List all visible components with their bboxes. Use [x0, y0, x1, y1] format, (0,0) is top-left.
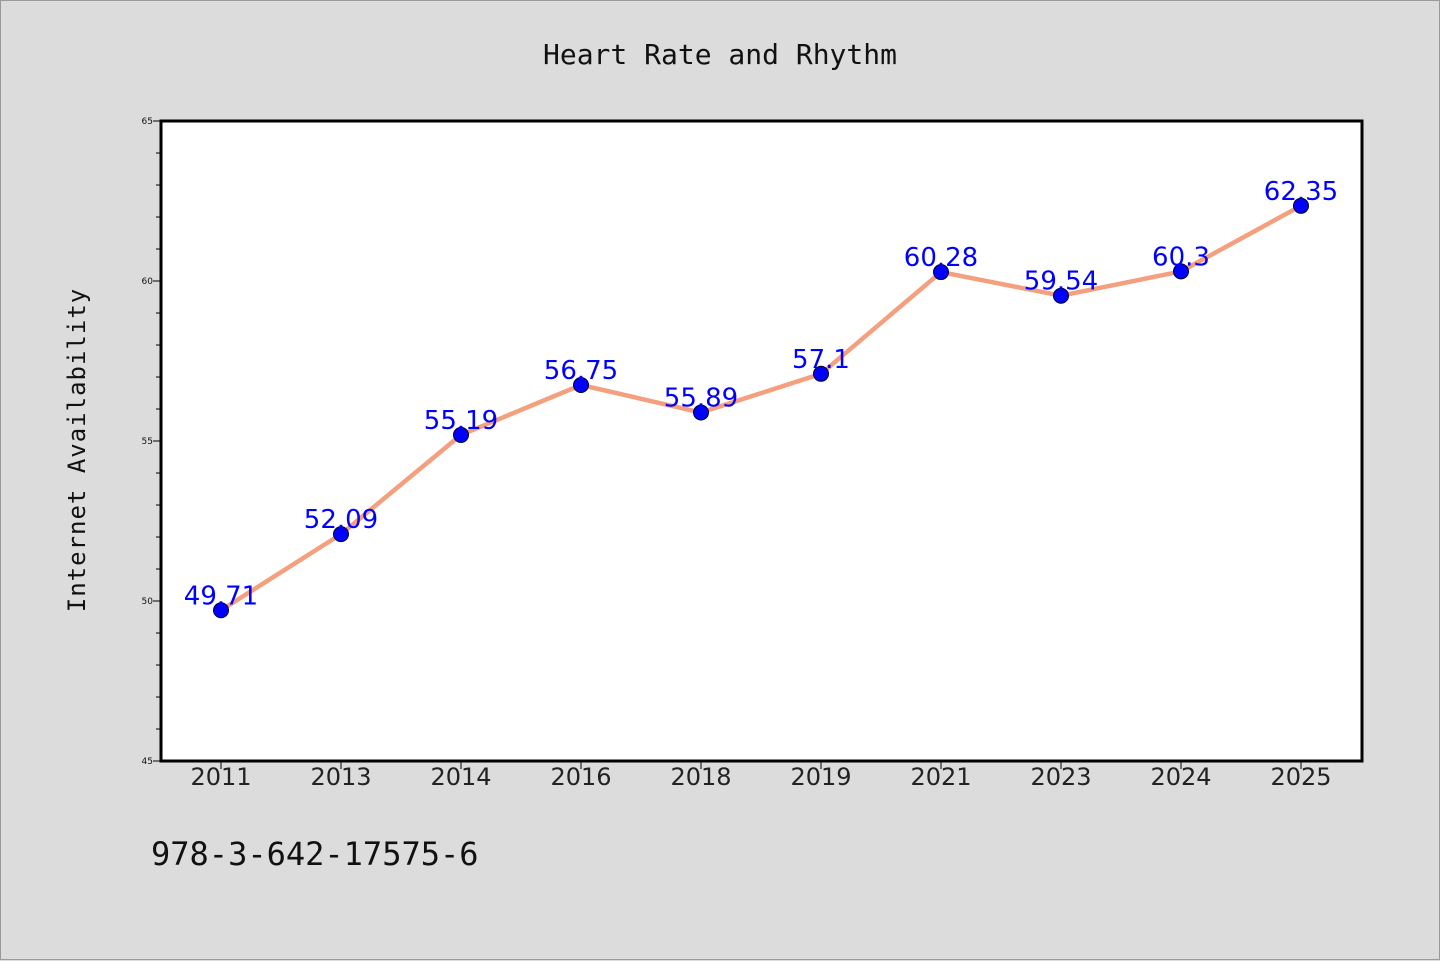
data-point-label: 55.89 — [664, 384, 738, 414]
plot-area — [159, 119, 1364, 763]
chart-title: Heart Rate and Rhythm — [543, 38, 897, 71]
x-axis-ticks: 2011 2013 2014 2016 2018 2019 2021 2023 2024 2025 — [190, 761, 1332, 791]
x-tick-label: 2021 — [910, 763, 971, 791]
x-tick-label: 2016 — [550, 763, 611, 791]
y-axis-label: Internet Availability — [63, 288, 91, 612]
series-line — [218, 203, 1304, 613]
x-tick-label: 2019 — [790, 763, 851, 791]
data-point-marker — [1173, 263, 1189, 280]
series-line-group — [218, 203, 1304, 613]
data-point-marker — [213, 602, 229, 619]
data-point-label: 52.09 — [304, 505, 378, 535]
data-point-marker — [1053, 287, 1069, 304]
data-point-marker — [933, 264, 949, 281]
x-tick-label: 2014 — [430, 763, 491, 791]
y-tick-label: 45 — [142, 757, 153, 767]
data-point-marker — [693, 404, 709, 421]
y-axis-ticks: 45 50 55 60 65 — [142, 117, 161, 767]
data-point-label: 59.54 — [1024, 267, 1098, 297]
data-point-marker — [333, 526, 349, 543]
x-tick-label: 2011 — [190, 763, 251, 791]
y-tick-label: 50 — [142, 597, 154, 607]
y-tick-label: 65 — [142, 117, 153, 127]
x-tick-label: 2013 — [310, 763, 371, 791]
data-point-label: 60.28 — [904, 243, 978, 273]
data-point-marker — [453, 426, 469, 443]
data-point-label: 60.3 — [1152, 242, 1210, 272]
data-point-label: 56.75 — [544, 356, 618, 386]
data-point-marker — [813, 365, 829, 382]
x-tick-label: 2023 — [1030, 763, 1091, 791]
x-tick-label: 2024 — [1150, 763, 1211, 791]
data-point-label: 57.1 — [792, 345, 850, 375]
y-tick-label: 60 — [142, 277, 154, 287]
y-tick-label: 55 — [142, 437, 153, 447]
x-tick-label: 2025 — [1270, 763, 1331, 791]
data-point-label: 49.71 — [184, 581, 258, 611]
data-labels: 49.71 52.09 55.19 56.75 55.89 57.1 60.28 59.54 6… — [184, 177, 1338, 611]
x-tick-label: 2018 — [670, 763, 731, 791]
data-point-label: 55.19 — [424, 406, 498, 436]
footer-isbn: 978-3-642-17575-6 — [151, 835, 479, 873]
data-markers — [213, 197, 1309, 619]
data-point-marker — [573, 377, 589, 393]
data-point-marker — [1293, 197, 1309, 214]
data-point-label: 62.35 — [1264, 177, 1338, 207]
